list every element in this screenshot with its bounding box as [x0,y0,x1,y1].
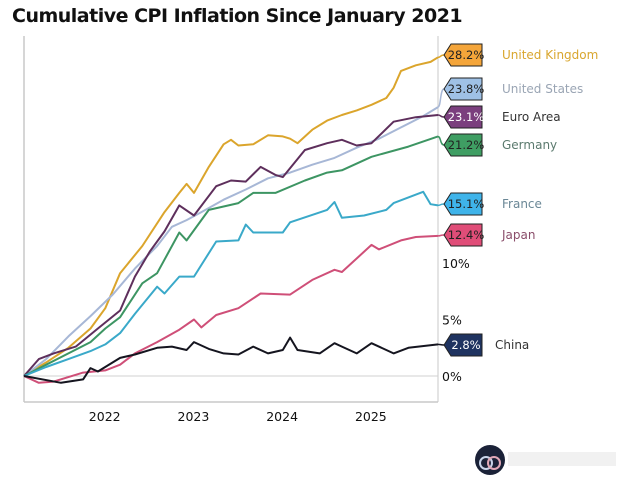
end-label-united-kingdom: 28.2% United Kingdom [437,43,598,67]
x-tick-label: 2025 [355,409,387,424]
value-badge [443,77,483,101]
series-line-france [23,190,439,377]
value-badge [443,105,483,129]
series-line-euro-area [23,114,439,377]
end-label-france: 15.1% France [437,192,542,216]
x-tick-label: 2024 [266,409,298,424]
x-tick-label: 2022 [89,409,121,424]
series-line-united-states [23,106,439,377]
series-name: United States [502,82,583,96]
value-label: 15.1% [448,197,485,211]
y-tick-label: 5% [442,313,462,328]
value-badge [443,133,483,157]
series-line-united-kingdom [23,56,439,377]
series-name: Japan [501,228,535,242]
value-label: 23.8% [448,82,485,96]
series-name: United Kingdom [502,48,598,62]
series-name: China [495,338,529,352]
series-line-germany [23,135,439,377]
series-line-china [23,336,439,384]
value-label: 12.4% [448,228,485,242]
y-tick-label: 0% [442,369,462,384]
value-badge [443,333,483,357]
value-label: 2.8% [451,338,480,352]
value-label: 28.2% [448,48,485,62]
series-name: France [502,197,542,211]
value-badge [443,43,483,67]
end-label-united-states: 23.8% United States [437,77,583,108]
end-label-euro-area: 23.1% Euro Area [437,105,561,129]
value-badge [443,192,483,216]
y-tick-label: 10% [442,256,470,271]
value-label: 21.2% [448,138,485,152]
series-name: Germany [502,138,557,152]
chart-title: Cumulative CPI Inflation Since January 2… [12,5,463,27]
x-tick-label: 2023 [178,409,210,424]
value-label: 23.1% [448,110,485,124]
value-badge [443,223,483,247]
end-label-china: 2.8% China [437,333,529,357]
end-label-japan: 12.4% Japan [437,223,535,247]
logo-icon [475,445,616,475]
series-name: Euro Area [502,110,561,124]
end-label-germany: 21.2% Germany [437,133,557,157]
series-line-japan [23,234,439,384]
